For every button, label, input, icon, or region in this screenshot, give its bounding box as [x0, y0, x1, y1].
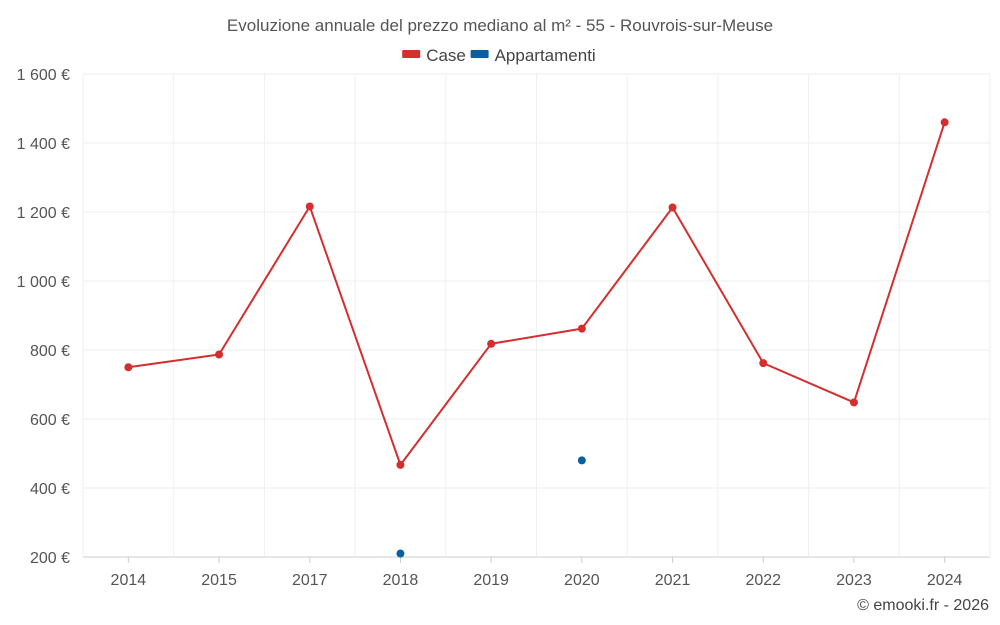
series-layer	[124, 118, 949, 558]
x-tick-label: 2019	[473, 572, 509, 589]
grid	[82, 73, 991, 558]
data-point[interactable]	[940, 118, 949, 127]
legend-swatch	[470, 50, 489, 58]
x-tick-label: 2015	[201, 572, 237, 589]
y-tick-label: 200 €	[30, 550, 70, 567]
x-tick-label: 2020	[564, 572, 600, 589]
data-point[interactable]	[124, 363, 133, 372]
y-tick-label: 800 €	[30, 343, 70, 360]
series-appartamenti	[396, 456, 586, 558]
chart-title: Evoluzione annuale del prezzo mediano al…	[227, 16, 773, 35]
data-point[interactable]	[396, 549, 405, 558]
data-point[interactable]	[759, 359, 768, 368]
series-case	[124, 118, 949, 469]
x-axis: 2014 2015 2017 2018 2019 2020 2021 2022 2023 2024	[111, 557, 963, 589]
x-tick-label: 2014	[111, 572, 147, 589]
data-point[interactable]	[849, 398, 858, 407]
legend-label: Case	[426, 46, 466, 65]
data-point[interactable]	[577, 456, 586, 465]
x-tick-label: 2024	[927, 572, 963, 589]
y-tick-label: 1 000 €	[17, 274, 70, 291]
data-point[interactable]	[305, 202, 314, 211]
x-tick-label: 2022	[745, 572, 781, 589]
y-tick-label: 400 €	[30, 481, 70, 498]
credit-text: © emooki.fr - 2026	[857, 597, 989, 614]
legend[interactable]: Case Appartamenti	[402, 46, 596, 65]
y-tick-label: 1 600 €	[17, 67, 70, 84]
data-point[interactable]	[577, 324, 586, 333]
y-tick-label: 1 200 €	[17, 205, 70, 222]
x-tick-label: 2018	[383, 572, 419, 589]
x-tick-label: 2021	[655, 572, 691, 589]
y-tick-label: 600 €	[30, 412, 70, 429]
y-tick-label: 1 400 €	[17, 136, 70, 153]
data-point[interactable]	[396, 460, 405, 469]
x-tick-label: 2023	[836, 572, 872, 589]
data-point[interactable]	[487, 339, 496, 348]
y-axis: 200 € 400 € 600 € 800 € 1 000 € 1 200 € 1 400 …	[17, 67, 70, 567]
x-tick-label: 2017	[292, 572, 328, 589]
legend-label: Appartamenti	[495, 46, 596, 65]
legend-item-case[interactable]: Case	[402, 46, 466, 65]
legend-swatch	[402, 50, 421, 58]
legend-item-appartamenti[interactable]: Appartamenti	[470, 46, 596, 65]
data-point[interactable]	[215, 350, 224, 359]
data-point[interactable]	[668, 203, 677, 212]
series-line	[128, 121, 946, 466]
